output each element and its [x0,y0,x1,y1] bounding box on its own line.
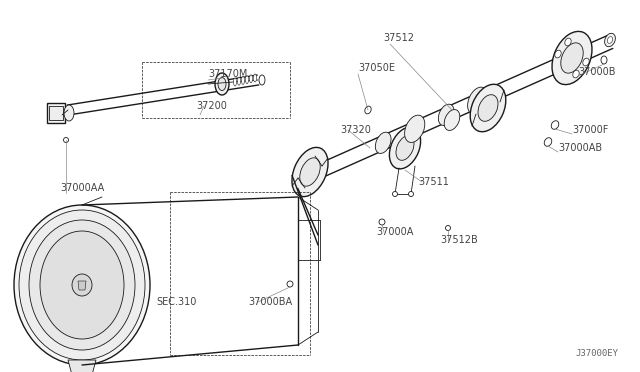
Ellipse shape [29,220,135,350]
Ellipse shape [259,75,265,85]
Ellipse shape [218,77,226,90]
Text: 37000BA: 37000BA [248,297,292,307]
Polygon shape [68,360,96,372]
Ellipse shape [64,105,74,121]
Ellipse shape [565,38,571,46]
Polygon shape [49,106,63,120]
Text: 37000F: 37000F [572,125,609,135]
Text: 37511: 37511 [418,177,449,187]
Text: 37000AA: 37000AA [60,183,104,193]
Ellipse shape [544,138,552,146]
Text: 37512B: 37512B [440,235,477,245]
Ellipse shape [63,138,68,142]
Text: 37000AB: 37000AB [558,143,602,153]
Ellipse shape [237,77,241,85]
Text: 37512: 37512 [383,33,414,43]
Ellipse shape [468,87,488,115]
Ellipse shape [607,37,612,44]
Ellipse shape [379,219,385,225]
Ellipse shape [583,58,589,66]
Ellipse shape [19,210,145,360]
Ellipse shape [555,50,561,58]
Text: 37200: 37200 [196,101,227,111]
Text: SEC.310: SEC.310 [156,297,196,307]
Ellipse shape [573,70,579,78]
Ellipse shape [552,31,592,84]
Ellipse shape [234,78,237,86]
Ellipse shape [478,95,498,121]
Ellipse shape [246,76,248,84]
Ellipse shape [389,127,420,169]
Ellipse shape [287,281,293,287]
Ellipse shape [215,73,229,95]
Ellipse shape [561,43,583,73]
Ellipse shape [14,205,150,365]
Ellipse shape [470,84,506,132]
Ellipse shape [605,33,616,47]
Text: 37000B: 37000B [578,67,616,77]
Ellipse shape [408,192,413,196]
Ellipse shape [40,231,124,339]
Ellipse shape [396,136,414,160]
Ellipse shape [404,115,425,142]
Ellipse shape [551,121,559,129]
Polygon shape [78,281,86,290]
Polygon shape [47,103,65,123]
Text: 37000A: 37000A [376,227,413,237]
Ellipse shape [444,109,460,131]
Ellipse shape [241,76,244,84]
Ellipse shape [445,225,451,231]
Ellipse shape [365,106,371,114]
Ellipse shape [375,132,391,153]
Ellipse shape [438,104,454,125]
Text: J37000EY: J37000EY [575,349,618,358]
Text: 37050E: 37050E [358,63,395,73]
Ellipse shape [253,74,257,82]
Ellipse shape [601,56,607,64]
Text: 37320: 37320 [340,125,371,135]
Ellipse shape [392,192,397,196]
Text: 37170M: 37170M [208,69,248,79]
Ellipse shape [300,158,320,186]
Ellipse shape [72,274,92,296]
Ellipse shape [250,75,253,83]
Ellipse shape [292,147,328,197]
